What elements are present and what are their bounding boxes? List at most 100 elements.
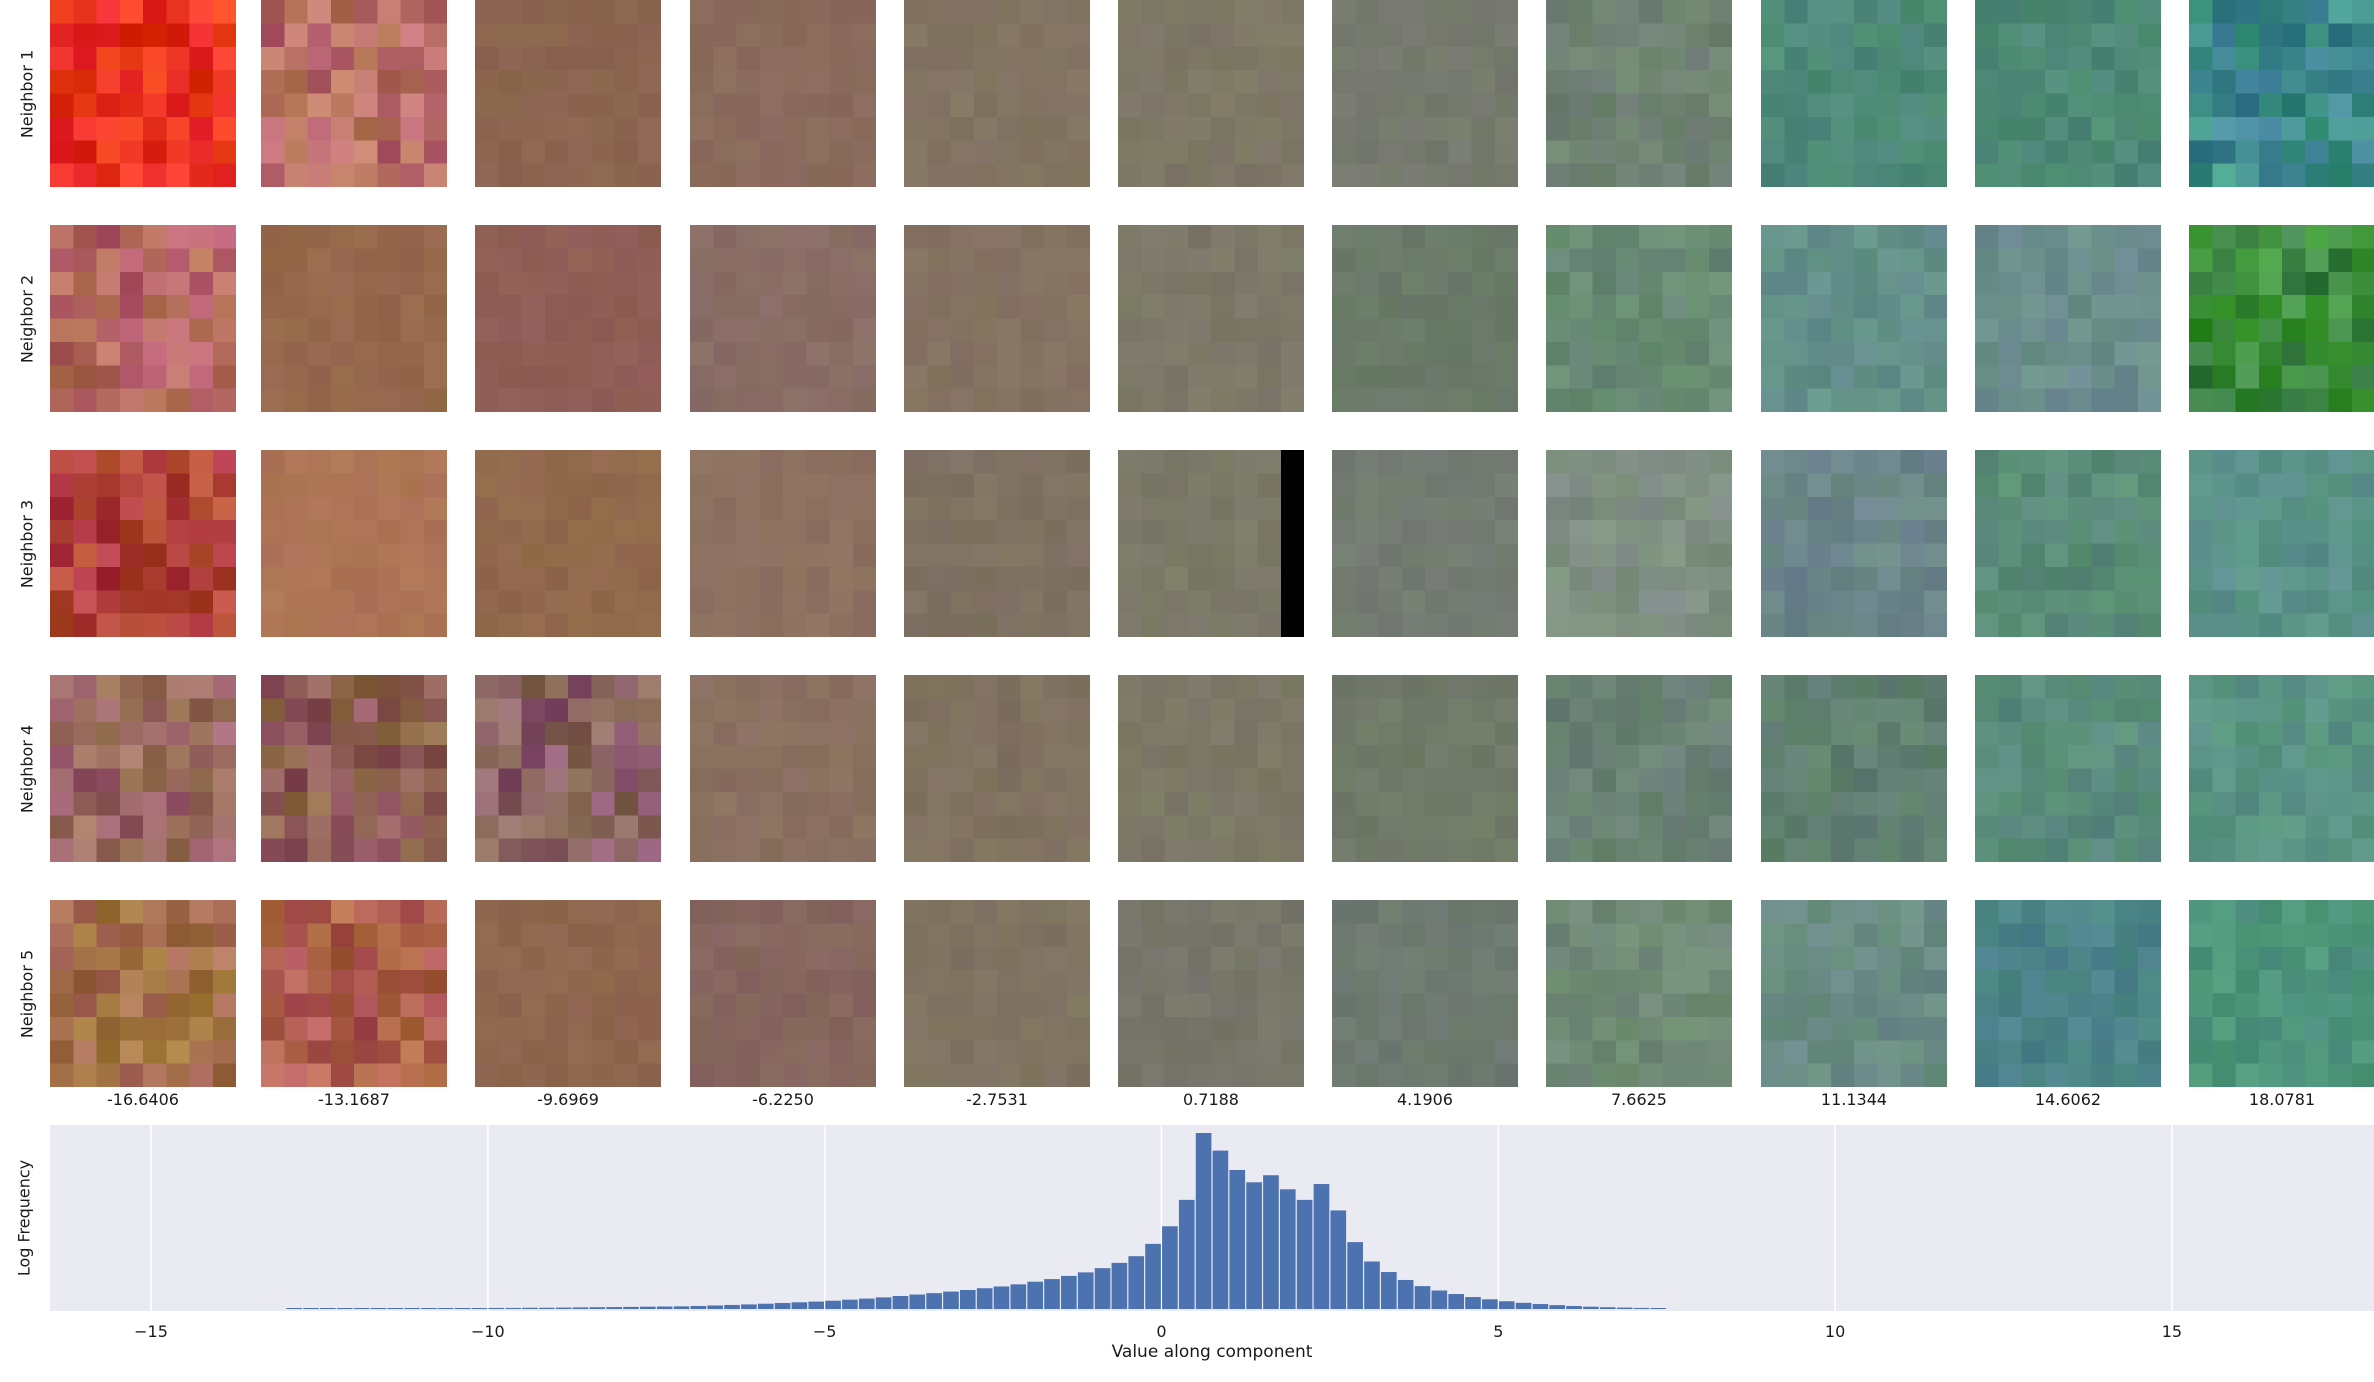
histogram-bar [1111, 1262, 1128, 1309]
neighbor-image [261, 0, 447, 187]
histogram-bar [1347, 1242, 1363, 1309]
histogram-bar [1263, 1175, 1279, 1309]
histogram-bar [1313, 1184, 1330, 1309]
histogram-bar [741, 1304, 757, 1309]
column-value-label: -13.1687 [318, 1090, 390, 1109]
histogram-bar [555, 1307, 572, 1309]
neighbor-image [2189, 0, 2374, 187]
histogram-svg [150, 1125, 2173, 1311]
x-tick-label: −15 [134, 1322, 168, 1341]
histogram-bar [673, 1306, 690, 1309]
histogram-bar [1448, 1294, 1465, 1309]
neighbor-image [50, 675, 236, 862]
histogram-bar [1178, 1199, 1195, 1309]
histogram-bar [825, 1300, 841, 1309]
histogram-bar [370, 1308, 387, 1309]
neighbor-image [50, 900, 236, 1087]
column-value-label: -6.2250 [752, 1090, 814, 1109]
histogram-bar [1195, 1133, 1212, 1309]
histogram-bar [1431, 1290, 1448, 1309]
neighbor-image [1761, 900, 1947, 1087]
column-value-label: 11.1344 [1820, 1090, 1888, 1109]
neighbor-image [1118, 450, 1304, 637]
histogram-bar [1482, 1299, 1498, 1309]
column-value-label: 4.1906 [1397, 1090, 1453, 1109]
neighbor-image [690, 225, 876, 412]
row-label: Neighbor 3 [17, 499, 37, 588]
histogram-bar [842, 1299, 858, 1309]
neighbor-image [690, 450, 876, 637]
column-value-label: -9.6969 [537, 1090, 599, 1109]
histogram-bar [589, 1307, 606, 1309]
histogram-panel [50, 1125, 2374, 1311]
neighbor-image [904, 675, 1090, 862]
neighbor-image [1546, 675, 1732, 862]
histogram-bar [404, 1308, 420, 1309]
neighbor-image [2189, 225, 2374, 412]
neighbor-image [1118, 225, 1304, 412]
neighbor-image [1546, 450, 1732, 637]
histogram-bar [1077, 1272, 1094, 1309]
histogram-bar [505, 1307, 521, 1309]
neighbor-image [475, 0, 661, 187]
histogram-bar [606, 1307, 622, 1309]
neighbor-image [690, 0, 876, 187]
neighbor-image [1546, 225, 1732, 412]
neighbor-image [1761, 225, 1947, 412]
neighbor-image [1975, 225, 2161, 412]
neighbor-image [50, 450, 236, 637]
neighbor-image [475, 450, 661, 637]
histogram-bar [1465, 1297, 1481, 1309]
histogram-bar [1212, 1150, 1229, 1309]
histogram-bar [757, 1303, 774, 1309]
neighbor-image [1332, 0, 1518, 187]
histogram-bar [1296, 1199, 1313, 1309]
row-label: Neighbor 1 [17, 49, 37, 138]
neighbor-image [475, 900, 661, 1087]
histogram-bar [707, 1305, 724, 1309]
x-tick-label: −10 [470, 1322, 505, 1341]
histogram-bar [1229, 1169, 1246, 1309]
histogram-bar [1061, 1275, 1077, 1309]
histogram-bar [976, 1288, 993, 1309]
histogram-bar [1532, 1304, 1549, 1309]
column-value-label: -16.6406 [107, 1090, 179, 1109]
neighbor-image [690, 675, 876, 862]
neighbor-image [2189, 675, 2374, 862]
neighbor-image [1975, 675, 2161, 862]
neighbor-image [1546, 0, 1732, 187]
histogram-bar [993, 1286, 1010, 1309]
histogram-bar [336, 1308, 353, 1309]
histogram-bar [522, 1307, 538, 1309]
column-value-label: 7.6625 [1611, 1090, 1667, 1109]
histogram-bar [303, 1308, 319, 1309]
histogram-x-label: Value along component [1111, 1342, 1313, 1362]
neighbor-image [904, 225, 1090, 412]
histogram-bar [454, 1308, 471, 1309]
row-label: Neighbor 4 [17, 724, 37, 813]
histogram-bar [1515, 1302, 1532, 1309]
neighbor-image [1761, 450, 1947, 637]
neighbor-image [1332, 900, 1518, 1087]
neighbor-image [904, 900, 1090, 1087]
x-tick-label: −5 [812, 1322, 837, 1341]
histogram-bar [1566, 1306, 1582, 1309]
x-tick-label: 10 [1824, 1322, 1846, 1341]
histogram-bar [1397, 1279, 1414, 1309]
histogram-bar [774, 1303, 791, 1309]
neighbor-image [261, 675, 447, 862]
histogram-bar [1246, 1182, 1262, 1309]
neighbor-image [1975, 900, 2161, 1087]
x-tick-label: 15 [2161, 1322, 2183, 1341]
neighbor-image [1332, 675, 1518, 862]
histogram-bar [1633, 1307, 1650, 1309]
histogram-bar [959, 1289, 976, 1309]
neighbor-image [904, 450, 1090, 637]
histogram-bar [437, 1308, 454, 1309]
histogram-bar [724, 1304, 740, 1309]
neighbor-image [2189, 900, 2374, 1087]
row-label: Neighbor 2 [17, 274, 37, 363]
histogram-bar [1616, 1307, 1633, 1309]
histogram-y-label: Log Frequency [14, 1159, 34, 1277]
